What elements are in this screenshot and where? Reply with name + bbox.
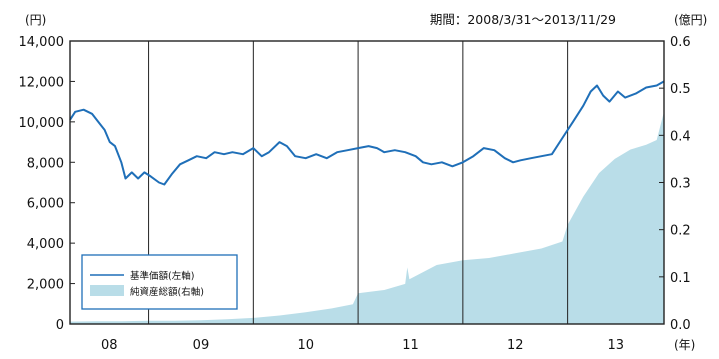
x-tick-label: 11 [402, 338, 419, 353]
right-tick-label: 0.3 [670, 177, 691, 192]
right-tick-label: 0.6 [670, 35, 691, 50]
left-tick-label: 12,000 [19, 75, 65, 90]
period-label: 期間：2008/3/31～2013/11/29 [430, 12, 616, 27]
price-line-layer [69, 80, 665, 186]
right-axis-unit: (億円) [674, 13, 707, 27]
right-axis: 0.0 0.1 0.2 0.3 0.4 0.5 0.6 [659, 35, 691, 333]
left-axis-unit: (円) [25, 13, 46, 27]
x-axis-unit: (年) [674, 338, 695, 352]
right-tick-label: 0.4 [670, 129, 691, 144]
legend-area-swatch [90, 285, 124, 296]
legend-label-nav: 純資産総額(右軸) [130, 286, 204, 298]
x-axis: 08 09 10 11 12 13 [101, 338, 624, 353]
legend-label-price: 基準価額(左軸) [130, 270, 194, 282]
left-tick-label: 14,000 [19, 35, 65, 50]
left-tick-label: 8,000 [27, 156, 64, 171]
left-tick-label: 6,000 [27, 197, 64, 212]
legend: 基準価額(左軸) 純資産総額(右軸) [81, 254, 238, 310]
x-tick-label: 12 [507, 338, 524, 353]
x-tick-label: 08 [101, 338, 118, 353]
price-line-series [69, 80, 665, 186]
right-tick-label: 0.2 [670, 224, 691, 239]
left-tick-label: 0 [56, 318, 64, 333]
left-tick-label: 10,000 [19, 116, 65, 131]
left-tick-label: 4,000 [27, 237, 64, 252]
left-axis: 0 2,000 4,000 6,000 8,000 10,000 12,000 14,000 [19, 35, 75, 333]
right-tick-label: 0.5 [670, 82, 691, 97]
legend-box [81, 254, 238, 310]
x-tick-label: 13 [608, 338, 625, 353]
nav-area-layer [70, 111, 664, 324]
nav-area-series [70, 111, 664, 324]
right-tick-label: 0.1 [670, 271, 691, 286]
x-tick-label: 09 [193, 338, 210, 353]
x-tick-label: 10 [297, 338, 314, 353]
left-tick-label: 2,000 [27, 278, 64, 293]
right-tick-label: 0.0 [670, 318, 691, 333]
